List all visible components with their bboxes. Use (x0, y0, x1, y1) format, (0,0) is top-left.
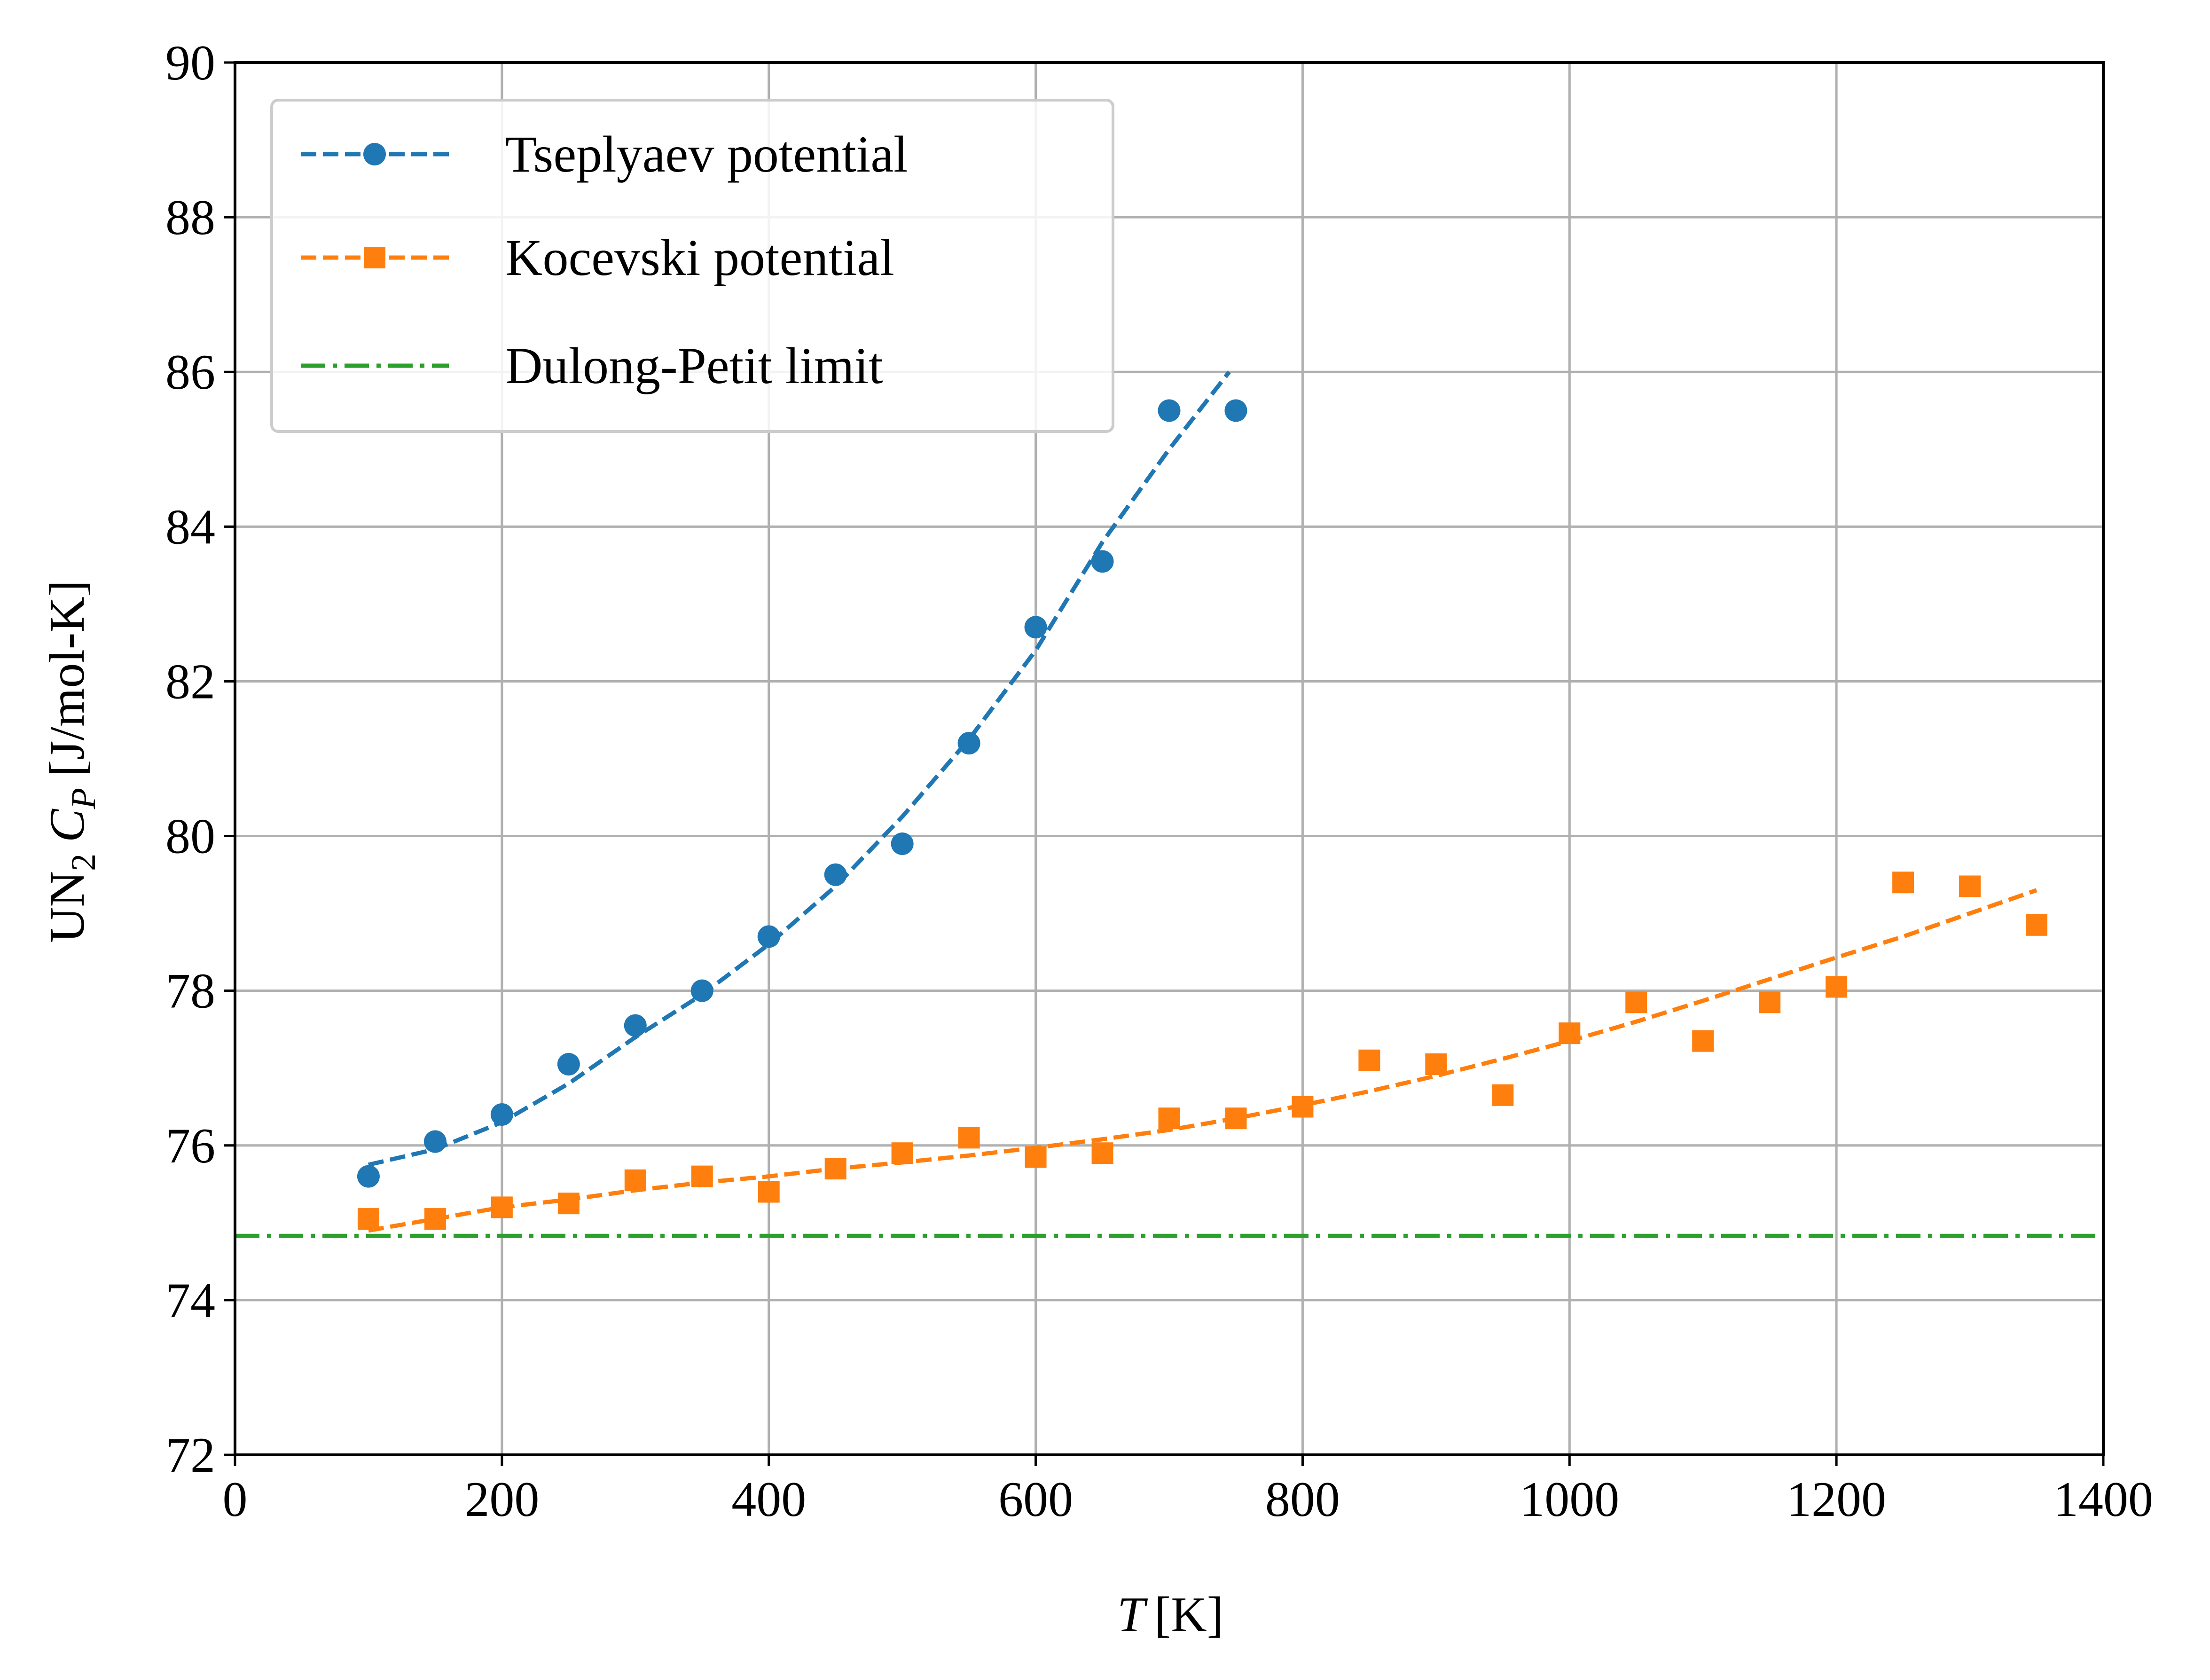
kocevski-potential-point (1158, 1107, 1180, 1130)
kocevski-potential-point (1559, 1022, 1581, 1044)
kocevski-potential-point (491, 1196, 513, 1218)
y-tick-label: 86 (165, 345, 215, 400)
kocevski-potential-point (2026, 914, 2048, 936)
y-tick-label: 74 (165, 1273, 215, 1328)
ticks (224, 61, 2105, 1466)
legend-label-dulong-petit: Dulong-Petit limit (505, 337, 883, 394)
y-tick-label: 78 (165, 964, 215, 1019)
y-tick-label: 84 (165, 499, 215, 554)
tseplyaev-potential-point (1024, 616, 1047, 639)
kocevski-potential-point (1225, 1107, 1247, 1130)
tseplyaev-potential-point (690, 979, 713, 1002)
kocevski-potential-point (1425, 1053, 1447, 1075)
y-tick-label: 88 (165, 190, 215, 245)
kocevski-potential-fit-line (368, 888, 2038, 1233)
tseplyaev-potential-point (423, 1130, 447, 1153)
legend-item-kocevski: Kocevski potential (301, 229, 894, 286)
legend-item-tseplyaev: Tseplyaev potential (301, 126, 908, 183)
y-tick-label: 76 (165, 1118, 215, 1173)
tseplyaev-potential-point (824, 863, 847, 886)
kocevski-potential-point (691, 1165, 713, 1187)
kocevski-potential-point (1091, 1142, 1113, 1164)
tseplyaev-potential-point (1224, 399, 1247, 422)
tseplyaev-potential-point (1091, 550, 1114, 573)
kocevski-potential-point (1492, 1084, 1514, 1106)
tseplyaev-potential-point (891, 832, 914, 856)
y-axis-label: UN2CP[J/mol-K] (39, 580, 103, 943)
kocevski-potential-point (424, 1208, 446, 1230)
legend-marker-tseplyaev (363, 143, 386, 165)
x-axis-label: T [K] (1117, 1587, 1223, 1642)
tseplyaev-potential-point (357, 1165, 380, 1188)
legend: Tseplyaev potential Kocevski potential D… (270, 99, 1114, 433)
kocevski-potential-point (557, 1193, 580, 1215)
kocevski-potential-point (1025, 1146, 1047, 1168)
tseplyaev-potential-point (757, 925, 780, 948)
kocevski-potential-point (1892, 871, 1914, 894)
kocevski-potential-point (824, 1158, 846, 1180)
legend-marker-kocevski (364, 247, 385, 268)
tseplyaev-potential-point (557, 1052, 580, 1076)
plot-area (235, 370, 2103, 1238)
legend-label-tseplyaev: Tseplyaev potential (505, 126, 908, 183)
x-tick-label: 1200 (1787, 1472, 1886, 1527)
x-tick-label: 200 (464, 1472, 539, 1527)
y-tick-label: 72 (165, 1428, 215, 1483)
tseplyaev-potential-point (1158, 399, 1181, 422)
legend-box (270, 99, 1114, 433)
x-tick-label: 1400 (2053, 1472, 2153, 1527)
x-tick-label: 400 (731, 1472, 806, 1527)
tseplyaev-potential-point (490, 1103, 513, 1126)
kocevski-potential-point (1292, 1096, 1314, 1118)
kocevski-potential-point (958, 1127, 980, 1149)
tick-labels: 0 200 400 600 800 1000 1200 1400 72 74 76 78 80 82 84 8… (165, 35, 2153, 1527)
x-tick-label: 1000 (1520, 1472, 1619, 1527)
y-tick-label: 82 (165, 654, 215, 709)
x-tick-label: 0 (223, 1472, 248, 1527)
y-tick-label: 90 (165, 35, 215, 90)
kocevski-potential-point (758, 1181, 780, 1203)
legend-item-dulong-petit: Dulong-Petit limit (301, 337, 883, 394)
axes-frame (234, 61, 2105, 1456)
x-tick-label: 800 (1265, 1472, 1340, 1527)
legend-label-kocevski: Kocevski potential (505, 229, 894, 286)
kocevski-potential-point (1759, 991, 1781, 1013)
x-tick-label: 600 (998, 1472, 1073, 1527)
kocevski-potential-point (891, 1142, 913, 1164)
tseplyaev-potential-point (624, 1014, 647, 1037)
kocevski-potential-point (357, 1208, 379, 1230)
kocevski-potential-point (1959, 875, 1981, 897)
kocevski-potential-point (1692, 1030, 1714, 1052)
kocevski-potential-point (1826, 976, 1848, 998)
tseplyaev-potential-point (957, 732, 980, 755)
kocevski-potential-point (1358, 1049, 1380, 1071)
y-tick-label: 80 (165, 809, 215, 864)
kocevski-potential-point (624, 1169, 646, 1191)
kocevski-potential-point (1625, 991, 1647, 1013)
